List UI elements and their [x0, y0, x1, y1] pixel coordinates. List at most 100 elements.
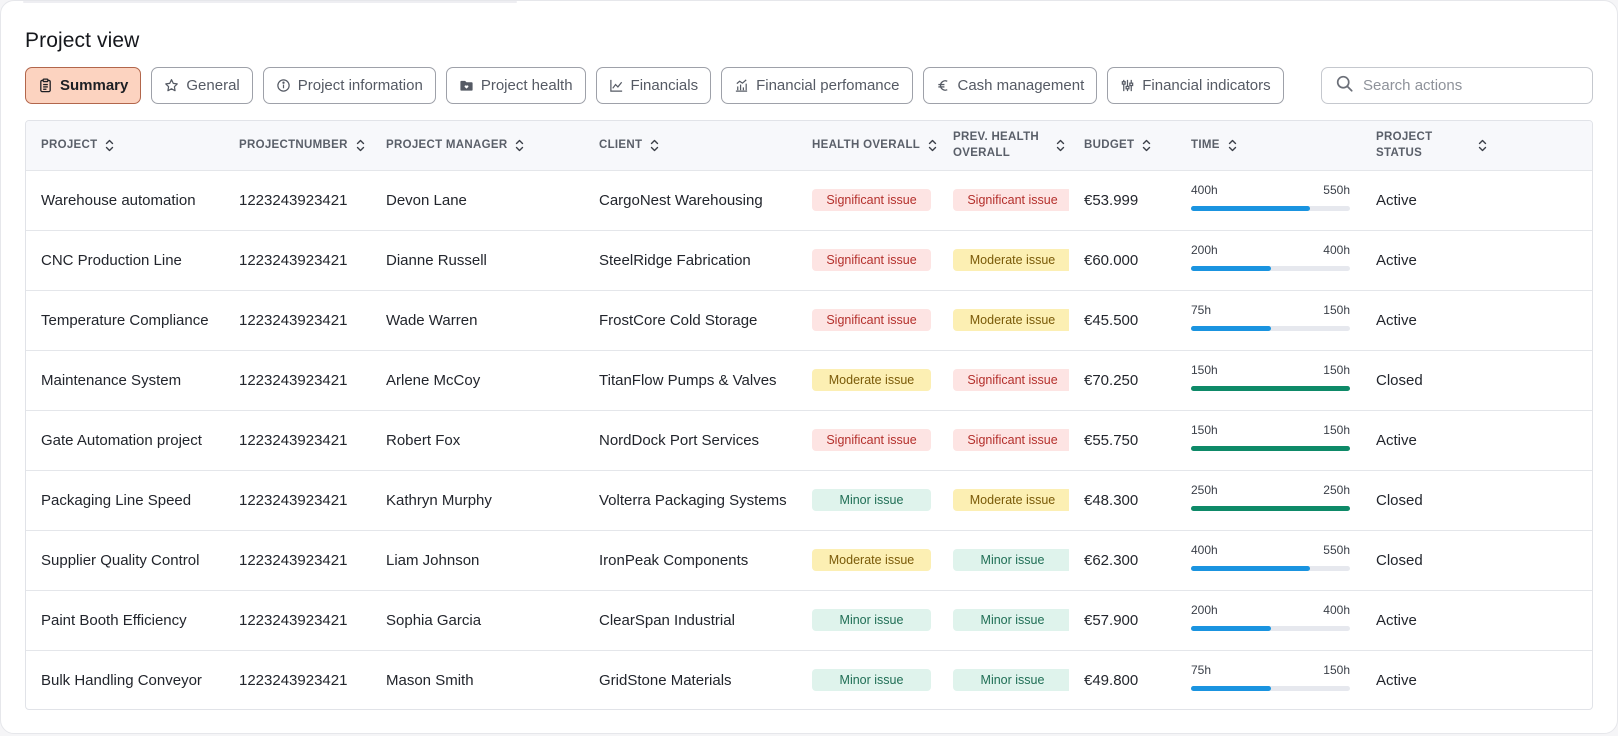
time-spent: 150h — [1191, 423, 1218, 437]
time-progress: 150h 150h — [1191, 423, 1350, 457]
column-header-label: TIME — [1191, 139, 1220, 152]
line-chart-icon — [609, 78, 624, 93]
tab-general[interactable]: General — [151, 67, 253, 104]
sort-icon[interactable] — [1056, 139, 1065, 152]
project-name: Bulk Handling Conveyor — [41, 671, 202, 689]
budget-value: €48.300 — [1084, 491, 1139, 509]
info-circle-icon — [276, 78, 291, 93]
project-number: 1223243923421 — [239, 431, 348, 449]
projects-table: PROJECT PROJECTNUMBER PROJECT MANAGER CLIEN… — [25, 120, 1593, 710]
prev-health-cell: Moderate issue — [938, 290, 1069, 350]
budget-value: €60.000 — [1084, 251, 1139, 269]
table-row[interactable]: Warehouse automation 1223243923421 Devon L… — [26, 170, 1592, 230]
table-row[interactable]: Maintenance System 1223243923421 Arlene Mc… — [26, 350, 1592, 410]
search-box[interactable] — [1321, 67, 1593, 104]
tab-cash-management[interactable]: Cash management — [922, 67, 1098, 104]
project-manager: Sophia Garcia — [386, 611, 482, 629]
row-actions-cell — [1487, 530, 1592, 590]
health-overall-badge: Minor issue — [812, 609, 931, 631]
star-icon — [164, 78, 179, 93]
project-name: Packaging Line Speed — [41, 491, 192, 509]
client-name: FrostCore Cold Storage — [599, 311, 758, 329]
sort-icon[interactable] — [650, 139, 659, 152]
time-spent: 250h — [1191, 483, 1218, 497]
tab-project-health[interactable]: Project health — [445, 67, 586, 104]
tab-financial-perfomance[interactable]: Financial perfomance — [721, 67, 913, 104]
project-status: Active — [1376, 431, 1417, 449]
table-row[interactable]: Temperature Compliance 1223243923421 Wade … — [26, 290, 1592, 350]
project-number: 1223243923421 — [239, 311, 348, 329]
health-overall-badge: Moderate issue — [812, 369, 931, 391]
column-header-label: PREV. HEALTH OVERALL — [953, 131, 1040, 160]
time-total: 400h — [1323, 243, 1350, 257]
progress-track — [1191, 326, 1350, 331]
sort-icon[interactable] — [105, 139, 114, 152]
project-manager: Robert Fox — [386, 431, 461, 449]
health-overall-badge: Significant issue — [812, 309, 931, 331]
time-total: 150h — [1323, 303, 1350, 317]
time-spent: 150h — [1191, 363, 1218, 377]
sort-icon[interactable] — [356, 139, 365, 152]
project-number: 1223243923421 — [239, 671, 348, 689]
tab-financial-indicators[interactable]: Financial indicators — [1107, 67, 1284, 104]
column-header-time[interactable]: TIME — [1176, 121, 1361, 170]
progress-fill — [1191, 206, 1311, 211]
project-status: Closed — [1376, 551, 1423, 569]
row-actions-cell — [1487, 350, 1592, 410]
euro-icon — [936, 78, 951, 93]
sort-icon[interactable] — [1478, 139, 1487, 152]
sliders-icon — [1120, 78, 1135, 93]
time-spent: 400h — [1191, 183, 1218, 197]
client-name: ClearSpan Industrial — [599, 611, 735, 629]
progress-fill — [1191, 446, 1350, 451]
project-status: Active — [1376, 191, 1417, 209]
client-name: TitanFlow Pumps & Valves — [599, 371, 777, 389]
table-row[interactable]: Paint Booth Efficiency 1223243923421 Sophi… — [26, 590, 1592, 650]
health-overall-cell: Significant issue — [797, 290, 938, 350]
column-header-prev-health-overall[interactable]: PREV. HEALTH OVERALL — [938, 121, 1069, 170]
sort-icon[interactable] — [1228, 139, 1237, 152]
health-overall-badge: Minor issue — [812, 489, 931, 511]
prev-health-badge: Minor issue — [953, 609, 1069, 631]
prev-health-cell: Significant issue — [938, 410, 1069, 470]
time-spent: 200h — [1191, 243, 1218, 257]
tab-summary[interactable]: Summary — [25, 67, 142, 104]
table-row[interactable]: Gate Automation project 1223243923421 Robe… — [26, 410, 1592, 470]
column-header-project[interactable]: PROJECT — [26, 121, 224, 170]
column-header-projectnumber[interactable]: PROJECTNUMBER — [224, 121, 371, 170]
table-row[interactable]: Supplier Quality Control 1223243923421 Lia… — [26, 530, 1592, 590]
row-actions-cell — [1487, 650, 1592, 709]
table-header-row: PROJECT PROJECTNUMBER PROJECT MANAGER CLIEN… — [26, 121, 1592, 170]
time-spent: 200h — [1191, 603, 1218, 617]
table-row[interactable]: Bulk Handling Conveyor 1223243923421 Mason… — [26, 650, 1592, 709]
progress-track — [1191, 506, 1350, 511]
tab-financials[interactable]: Financials — [595, 67, 712, 104]
column-header-label: PROJECT MANAGER — [386, 139, 508, 152]
prev-health-cell: Minor issue — [938, 530, 1069, 590]
time-spent: 400h — [1191, 543, 1218, 557]
time-progress: 400h 550h — [1191, 183, 1350, 217]
column-header-project-manager[interactable]: PROJECT MANAGER — [371, 121, 584, 170]
table-row[interactable]: CNC Production Line 1223243923421 Dianne R… — [26, 230, 1592, 290]
health-overall-cell: Significant issue — [797, 230, 938, 290]
search-input[interactable] — [1363, 77, 1578, 94]
folder-heart-icon — [459, 78, 474, 93]
project-manager: Wade Warren — [386, 311, 478, 329]
column-header-project-status[interactable]: PROJECT STATUS — [1361, 121, 1487, 170]
column-header-health-overall[interactable]: HEALTH OVERALL — [797, 121, 938, 170]
sort-icon[interactable] — [515, 139, 524, 152]
column-header-budget[interactable]: BUDGET — [1069, 121, 1176, 170]
progress-track — [1191, 206, 1350, 211]
clipboard-icon — [38, 78, 53, 93]
project-manager: Mason Smith — [386, 671, 474, 689]
tab-project-information[interactable]: Project information — [262, 67, 436, 104]
column-header-label: PROJECTNUMBER — [239, 139, 348, 152]
sort-icon[interactable] — [1142, 139, 1151, 152]
health-overall-badge: Significant issue — [812, 189, 931, 211]
project-manager: Arlene McCoy — [386, 371, 481, 389]
prev-health-cell: Significant issue — [938, 350, 1069, 410]
sort-icon[interactable] — [928, 139, 937, 152]
column-header-client[interactable]: CLIENT — [584, 121, 797, 170]
table-row[interactable]: Packaging Line Speed 1223243923421 Kathryn… — [26, 470, 1592, 530]
